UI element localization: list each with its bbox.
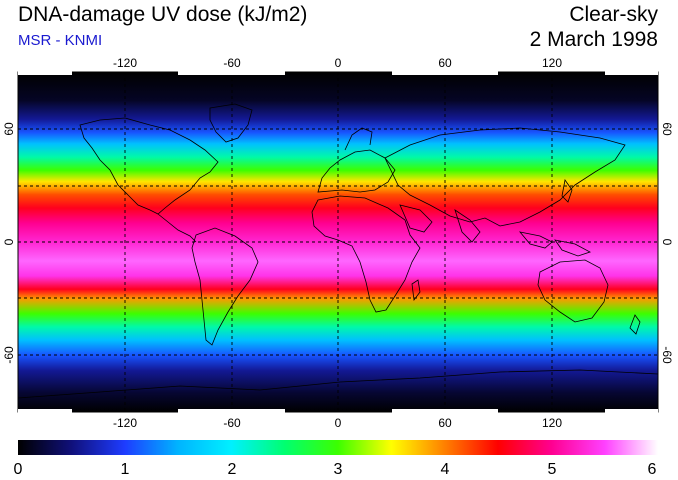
lat-tick-left: -60: [2, 346, 16, 364]
lon-tick-bottom: 120: [542, 416, 562, 430]
map-title: DNA-damage UV dose (kJ/m2): [18, 3, 308, 26]
map-frame: [17, 71, 659, 413]
colorbar-tick: 3: [334, 461, 343, 478]
sky-condition-label: Clear-sky: [569, 3, 658, 26]
lon-tick-bottom: -120: [113, 416, 137, 430]
source-label: MSR - KNMI: [18, 32, 103, 49]
lat-tick-right: 60: [660, 122, 674, 136]
colorbar-ticks: 0 1 2 3 4 5 6: [14, 461, 657, 478]
colorbar-tick: 1: [121, 461, 130, 478]
lon-tick-top: -120: [113, 56, 137, 70]
lat-tick-left: 0: [2, 238, 16, 245]
lon-tick-top: 0: [335, 56, 342, 70]
colorbar: [18, 440, 658, 455]
colorbar-tick: 6: [648, 461, 657, 478]
lat-tick-right: -60: [660, 346, 674, 364]
colorbar-tick: 5: [548, 461, 557, 478]
colorbar-tick: 0: [14, 461, 23, 478]
colorbar-tick: 2: [228, 461, 237, 478]
lon-tick-top: 120: [542, 56, 562, 70]
frame-ticks: [18, 71, 658, 413]
lon-tick-top: 60: [438, 56, 452, 70]
lat-tick-left: 60: [2, 122, 16, 136]
lat-tick-right: 0: [660, 239, 674, 246]
coastlines: [18, 103, 658, 399]
lon-tick-top: -60: [223, 56, 241, 70]
graticule: [18, 72, 658, 412]
lon-tick-bottom: -60: [223, 416, 241, 430]
lon-tick-bottom: 0: [335, 416, 342, 430]
date-label: 2 March 1998: [529, 28, 658, 51]
colorbar-tick: 4: [441, 461, 450, 478]
lon-tick-bottom: 60: [438, 416, 452, 430]
